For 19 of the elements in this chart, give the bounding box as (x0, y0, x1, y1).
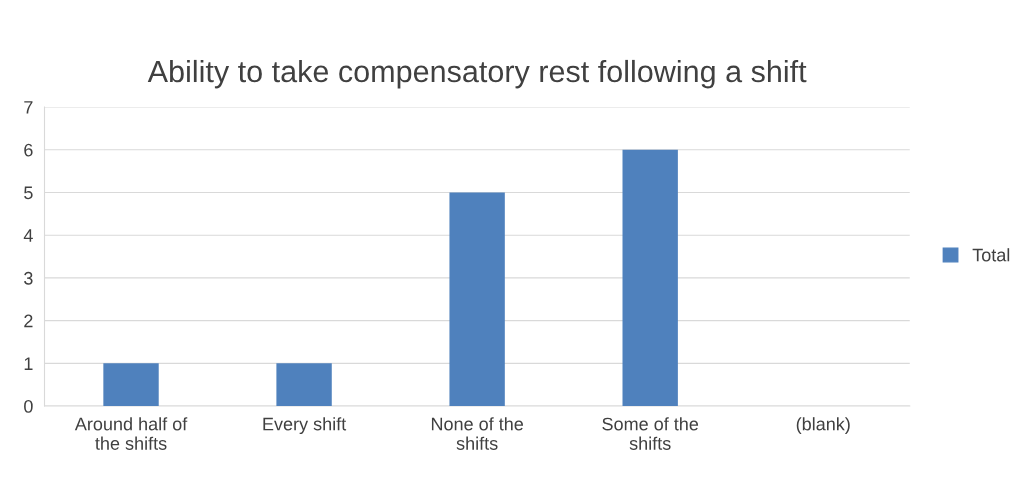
chart-title: Ability to take compensatory rest following a shift (147, 59, 807, 89)
y-tick-label: 4 (23, 229, 33, 242)
legend-label: Total (972, 248, 1010, 262)
x-tick-label: Some of the shifts (602, 417, 699, 450)
y-tick-label: 3 (24, 271, 33, 285)
y-tick-label: 1 (24, 357, 33, 370)
x-tick-label: Around half of the shifts (74, 417, 188, 450)
y-tick-label: 2 (24, 314, 33, 328)
bar (449, 192, 505, 407)
y-tick-label: 6 (24, 143, 33, 157)
bar (103, 363, 159, 407)
y-tick-label: 7 (24, 101, 33, 114)
bar (622, 149, 678, 407)
x-tick-label: None of the shifts (431, 417, 524, 450)
bar (276, 363, 332, 407)
x-tick-label: (blank) (796, 417, 850, 434)
y-tick-label: 0 (24, 399, 33, 413)
x-tick-label: Every shift (263, 417, 347, 434)
y-tick-label: 5 (24, 186, 33, 200)
